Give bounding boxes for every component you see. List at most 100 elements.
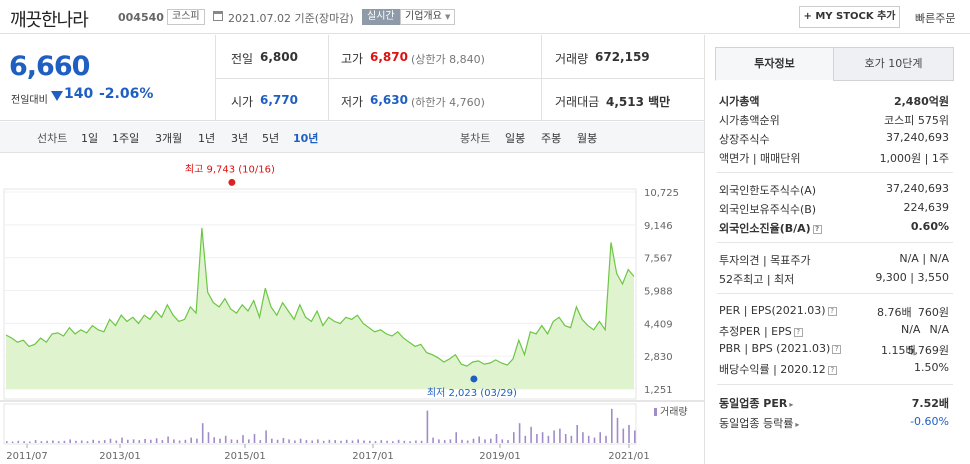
eps-value: 760원 xyxy=(917,306,949,319)
volume-bar xyxy=(288,439,290,443)
est-per-label-wrap: 추정PER | EPS? xyxy=(719,323,803,339)
tab-5y[interactable]: 5년 xyxy=(262,132,280,145)
help-icon[interactable]: ? xyxy=(827,366,837,375)
tab-investment-info[interactable]: 투자정보 xyxy=(715,47,834,81)
high-marker xyxy=(228,178,236,186)
sector-per-label-wrap[interactable]: 동일업종 PER ▸ xyxy=(719,395,793,411)
chevron-right-icon: ▸ xyxy=(795,420,800,429)
volume-bar xyxy=(207,432,210,443)
volume-bar xyxy=(599,432,601,443)
market-cap-rank-value: 코스피 575위 xyxy=(884,114,949,127)
dividend-label-wrap: 배당수익률 | 2020.12? xyxy=(719,361,837,377)
volume-bar xyxy=(115,440,118,443)
tab-weekly-candle[interactable]: 주봉 xyxy=(541,132,562,145)
volume-bar xyxy=(369,440,371,443)
amount-label: 거래대금 xyxy=(555,95,600,109)
stock-code: 004540 xyxy=(118,11,164,24)
volume-bar xyxy=(201,423,204,443)
tab-1d[interactable]: 1일 xyxy=(81,132,99,145)
divider xyxy=(717,172,953,173)
y-tick-label: 10,725 xyxy=(644,188,679,199)
volume-bar xyxy=(524,435,527,443)
price-chart[interactable]: 10,725 9,146 7,567 5,988 4,409 2,830 1,251 최고 … xyxy=(0,154,704,464)
foreign-hold-row: 외국인보유주식수(B) 224,639 xyxy=(719,201,949,217)
company-overview-dropdown[interactable]: 기업개요 ▼ xyxy=(400,9,456,25)
tab-1w[interactable]: 1주일 xyxy=(112,132,140,145)
volume-bar xyxy=(299,438,302,443)
volume-bar xyxy=(40,441,43,443)
volume-bar xyxy=(155,438,158,443)
tab-daily-candle[interactable]: 일봉 xyxy=(505,132,526,145)
volume-bar xyxy=(294,440,296,443)
foreign-limit-label: 외국인한도주식수(A) xyxy=(719,184,817,197)
volume-bar xyxy=(392,441,394,443)
volume-bar xyxy=(242,435,244,443)
volume-bar xyxy=(138,440,141,443)
sector-change-label-wrap[interactable]: 동일업종 등락률 ▸ xyxy=(719,415,799,431)
volume-bar xyxy=(420,440,423,443)
calendar-icon xyxy=(213,11,223,21)
help-icon[interactable]: ? xyxy=(793,328,803,337)
y-tick-label: 4,409 xyxy=(644,319,673,330)
market-cap-rank-label: 시가총액순위 xyxy=(719,114,780,127)
volume-bar xyxy=(305,440,308,443)
volume-bar xyxy=(513,432,515,443)
candle-chart-label: 봉차트 xyxy=(460,132,491,145)
low-marker xyxy=(470,375,478,383)
volume-bar xyxy=(178,440,181,443)
add-mystock-button[interactable]: + MY STOCK 추가 xyxy=(799,6,900,28)
market-cap-value: 2,480억원 xyxy=(893,95,949,108)
help-icon[interactable]: ? xyxy=(832,345,842,354)
volume-bar xyxy=(628,425,630,443)
volume-bar xyxy=(345,439,348,443)
help-icon[interactable]: ? xyxy=(827,307,837,316)
tab-3m[interactable]: 3개월 xyxy=(155,132,183,145)
est-per-row: 추정PER | EPS? N/A N/A xyxy=(719,323,949,339)
foreign-hold-label: 외국인보유주식수(B) xyxy=(719,203,817,216)
tab-10y[interactable]: 10년 xyxy=(293,132,319,145)
opinion-row: 투자의견 | 목표주가 N/A | N/A xyxy=(719,252,949,268)
volume-bar xyxy=(322,440,325,443)
volume-bar xyxy=(415,440,417,443)
stock-header: 깨끗한나라 004540 코스피 2021.07.02 기준(장마감) 실시간 … xyxy=(0,0,970,34)
volume-bar xyxy=(317,439,319,443)
volume-bar xyxy=(611,408,613,443)
divider xyxy=(717,384,953,385)
volume-bar xyxy=(259,440,262,443)
week52-label: 52주최고 | 최저 xyxy=(719,273,795,286)
volume-bar xyxy=(559,428,561,443)
pbr-row: PBR | BPS (2021.03)? 1.15배 5,769원 xyxy=(719,342,949,358)
sector-per-label: 동일업종 PER xyxy=(719,397,788,410)
volume-bar xyxy=(132,439,135,443)
line-chart-label: 선차트 xyxy=(37,132,68,145)
quick-order-link[interactable]: 빠른주문 xyxy=(915,12,956,25)
volume-bar xyxy=(397,439,400,443)
volume-bar xyxy=(328,439,331,443)
tab-3y[interactable]: 3년 xyxy=(231,132,249,145)
week52-value: 9,300 | 3,550 xyxy=(875,271,949,284)
change-label: 전일대비 xyxy=(11,95,48,106)
divider xyxy=(717,242,953,243)
y-tick-label: 2,830 xyxy=(644,352,673,363)
tab-1y[interactable]: 1년 xyxy=(198,132,216,145)
volume-bar xyxy=(380,440,383,443)
opinion-value: N/A | N/A xyxy=(899,252,949,265)
low-annotation: 최저 2,023 (03/29) xyxy=(427,387,517,399)
volume-bar xyxy=(271,438,273,443)
help-icon[interactable]: ? xyxy=(812,225,822,234)
realtime-button[interactable]: 실시간 xyxy=(362,9,400,25)
volume-bar xyxy=(109,438,112,443)
volume-bar xyxy=(144,439,146,443)
volume-bar xyxy=(553,430,555,443)
market-cap-label: 시가총액 xyxy=(719,95,760,108)
x-tick-label: 2021/01 xyxy=(608,451,650,462)
tab-orderbook[interactable]: 호가 10단계 xyxy=(833,47,954,81)
volume-bar xyxy=(478,436,480,443)
low-label: 저가 xyxy=(341,95,364,109)
tab-monthly-candle[interactable]: 월봉 xyxy=(577,132,598,145)
foreign-ratio-label-wrap: 외국인소진율(B/A)? xyxy=(719,220,822,236)
volume-bar xyxy=(576,425,578,443)
volume-bar xyxy=(6,441,8,443)
foreign-ratio-value: 0.60% xyxy=(910,220,949,233)
high-annotation: 최고 9,743 (10/16) xyxy=(185,163,275,175)
